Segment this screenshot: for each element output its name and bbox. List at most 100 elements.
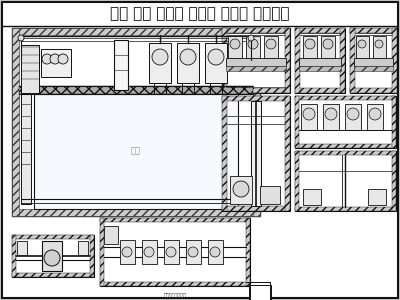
Bar bbox=[354, 58, 393, 66]
Bar bbox=[21, 94, 31, 204]
Bar bbox=[100, 218, 104, 286]
Bar bbox=[120, 240, 135, 264]
Text: 泵房 水泵 水处理 加压站 储水池 工业管道: 泵房 水泵 水处理 加压站 储水池 工业管道 bbox=[110, 7, 290, 22]
Bar bbox=[392, 151, 396, 211]
Bar bbox=[19, 86, 253, 94]
Bar bbox=[303, 36, 317, 58]
Bar bbox=[392, 28, 397, 93]
Bar bbox=[350, 28, 397, 93]
Bar bbox=[299, 58, 341, 66]
Bar bbox=[90, 235, 94, 277]
Bar bbox=[295, 207, 396, 211]
Bar bbox=[222, 28, 290, 93]
Bar bbox=[354, 66, 393, 71]
Bar bbox=[222, 28, 290, 33]
Bar bbox=[295, 144, 396, 148]
Circle shape bbox=[58, 54, 68, 64]
Circle shape bbox=[44, 250, 60, 266]
Bar bbox=[42, 241, 62, 271]
Bar bbox=[340, 28, 345, 93]
Bar bbox=[285, 28, 290, 93]
Bar bbox=[246, 218, 250, 286]
Circle shape bbox=[375, 40, 383, 48]
Bar bbox=[12, 235, 94, 239]
Bar bbox=[34, 94, 238, 209]
Bar bbox=[222, 96, 290, 101]
Text: 泵房加压站施工图: 泵房加压站施工图 bbox=[164, 293, 186, 298]
Circle shape bbox=[152, 49, 168, 65]
Circle shape bbox=[248, 39, 258, 49]
Bar bbox=[295, 151, 396, 211]
Bar bbox=[12, 273, 94, 277]
Bar bbox=[78, 241, 88, 255]
Bar bbox=[12, 235, 16, 277]
Bar bbox=[12, 235, 94, 277]
Bar bbox=[392, 96, 396, 148]
Bar bbox=[186, 240, 201, 264]
Bar bbox=[350, 88, 397, 93]
Bar bbox=[251, 101, 261, 206]
Bar bbox=[17, 241, 27, 255]
Bar bbox=[264, 36, 278, 58]
Circle shape bbox=[208, 49, 224, 65]
Bar bbox=[41, 49, 71, 77]
Bar bbox=[323, 104, 339, 130]
Bar bbox=[177, 43, 199, 83]
Bar bbox=[104, 226, 118, 244]
Bar bbox=[295, 88, 345, 93]
Bar bbox=[350, 28, 355, 93]
Circle shape bbox=[358, 40, 366, 48]
Bar bbox=[21, 45, 39, 93]
Circle shape bbox=[180, 49, 196, 65]
Bar bbox=[295, 28, 345, 33]
Bar bbox=[12, 28, 19, 216]
Circle shape bbox=[166, 247, 176, 257]
Bar bbox=[295, 151, 396, 155]
Bar bbox=[295, 28, 345, 93]
Bar bbox=[295, 96, 299, 148]
Bar bbox=[226, 58, 286, 66]
Bar bbox=[356, 36, 369, 58]
Bar bbox=[373, 36, 386, 58]
Bar bbox=[205, 43, 227, 83]
Bar bbox=[222, 96, 227, 211]
Bar bbox=[260, 186, 280, 204]
Bar bbox=[12, 209, 260, 216]
Bar bbox=[208, 240, 223, 264]
Bar bbox=[295, 28, 300, 93]
Circle shape bbox=[18, 35, 24, 41]
Circle shape bbox=[233, 181, 249, 197]
Circle shape bbox=[144, 247, 154, 257]
Circle shape bbox=[369, 108, 381, 120]
Bar bbox=[367, 104, 383, 130]
Bar bbox=[295, 151, 299, 211]
Bar bbox=[222, 28, 227, 93]
Bar bbox=[295, 96, 396, 148]
Circle shape bbox=[323, 39, 333, 49]
Bar bbox=[299, 66, 341, 71]
Bar bbox=[12, 28, 260, 35]
Circle shape bbox=[347, 108, 359, 120]
Bar bbox=[100, 282, 250, 286]
Bar bbox=[246, 36, 260, 58]
Circle shape bbox=[188, 247, 198, 257]
Bar bbox=[301, 104, 317, 130]
Bar bbox=[368, 189, 386, 205]
Bar bbox=[226, 66, 286, 71]
Circle shape bbox=[122, 247, 132, 257]
Circle shape bbox=[266, 39, 276, 49]
Bar bbox=[249, 285, 271, 300]
Bar bbox=[222, 88, 290, 93]
Bar bbox=[100, 218, 250, 222]
Circle shape bbox=[325, 108, 337, 120]
Bar bbox=[222, 206, 290, 211]
Circle shape bbox=[248, 35, 254, 41]
Bar bbox=[222, 96, 290, 211]
Circle shape bbox=[42, 54, 52, 64]
Text: 水池: 水池 bbox=[131, 146, 141, 155]
Bar bbox=[253, 28, 260, 216]
Bar bbox=[100, 218, 250, 286]
Bar bbox=[295, 96, 396, 100]
Circle shape bbox=[303, 108, 315, 120]
Bar bbox=[350, 28, 397, 33]
